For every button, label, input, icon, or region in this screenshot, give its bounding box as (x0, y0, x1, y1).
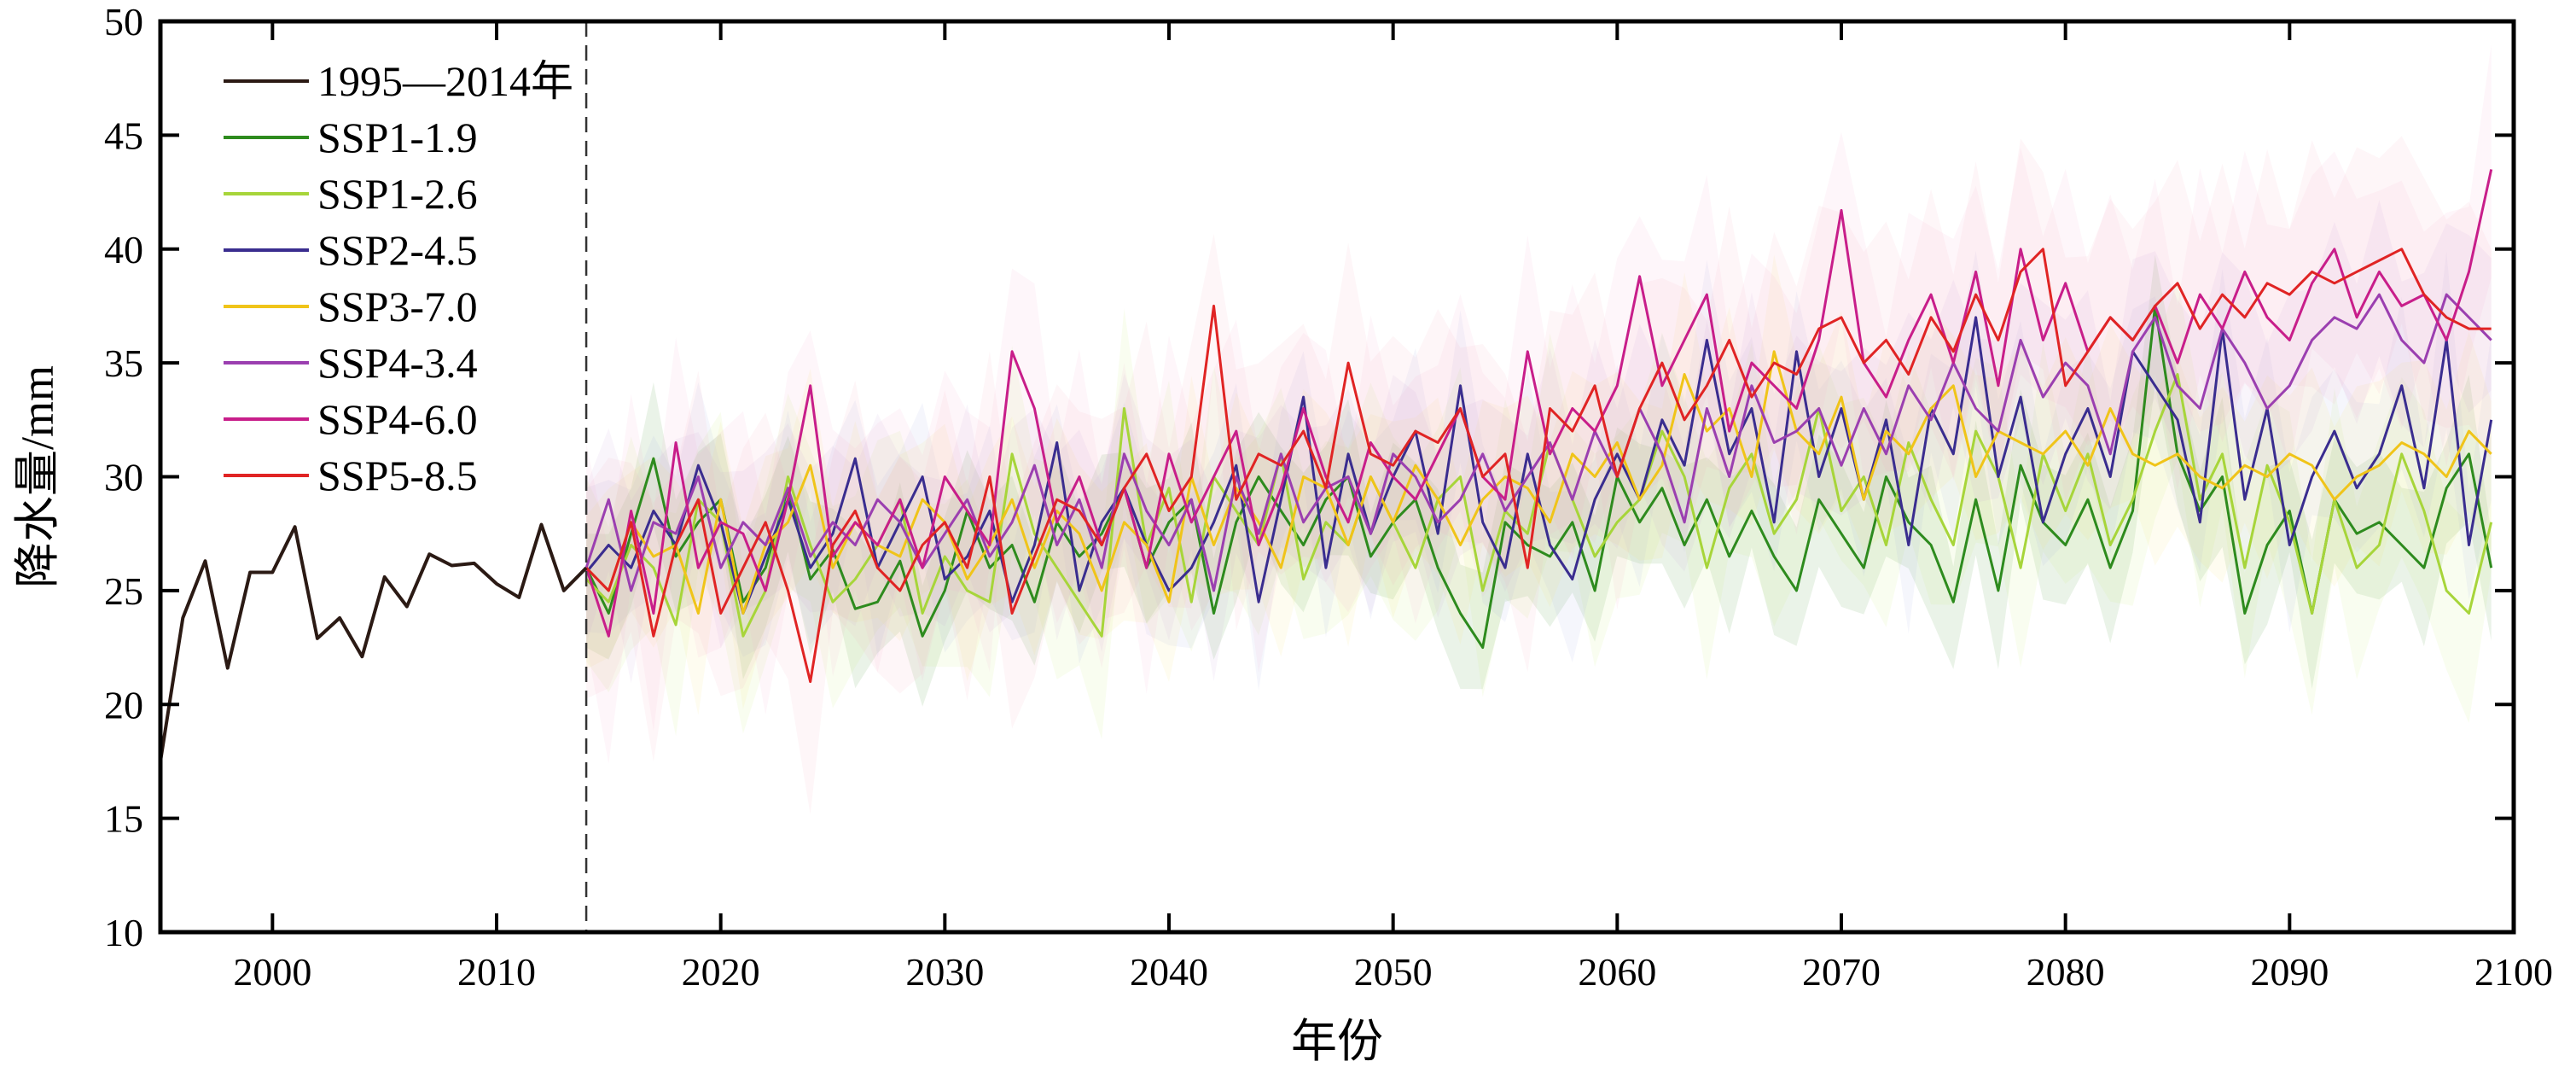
x-tick-label: 2070 (1802, 950, 1881, 994)
x-tick-label: 2050 (1354, 950, 1433, 994)
y-tick-label: 20 (104, 683, 143, 726)
uncertainty-band (586, 254, 2492, 707)
x-tick-label: 2040 (1130, 950, 1208, 994)
series-lines (159, 169, 2493, 762)
uncertainty-band (586, 136, 2492, 815)
uncertainty-band (586, 279, 2492, 740)
legend-label: SSP4-3.4 (317, 339, 478, 387)
legend: 1995—2014年 SSP1-1.9 SSP1-2.6 SSP2-4.5 SSP3-7… (224, 57, 573, 499)
x-axis: 2000 2010 2020 2030 2040 2050 2060 2070 2080 2090… (233, 21, 2553, 994)
legend-label: 1995—2014年 (317, 57, 573, 105)
y-tick-label: 35 (104, 341, 143, 385)
y-tick-label: 40 (104, 228, 143, 271)
x-tick-label: 2010 (457, 950, 536, 994)
x-tick-label: 2080 (2026, 950, 2105, 994)
legend-label: SSP1-2.6 (317, 170, 478, 218)
uncertainty-bands (586, 44, 2492, 815)
y-tick-label: 15 (104, 797, 143, 841)
series-line (584, 304, 2493, 650)
x-tick-label: 2000 (233, 950, 311, 994)
x-tick-label: 2100 (2474, 950, 2553, 994)
historical-line (159, 522, 588, 762)
x-tick-label: 2090 (2250, 950, 2329, 994)
y-tick-label: 30 (104, 456, 143, 499)
legend-label: SSP4-6.0 (317, 395, 478, 443)
x-tick-label: 2060 (1578, 950, 1656, 994)
y-axis-title: 降水量/mm (12, 365, 63, 588)
series-line (585, 350, 2492, 615)
y-tick-label: 10 (104, 911, 143, 954)
legend-label: SSP1-1.9 (317, 114, 478, 161)
y-tick-label: 25 (104, 569, 143, 613)
legend-label: SSP2-4.5 (317, 226, 478, 274)
legend-label: SSP5-8.5 (317, 452, 478, 499)
y-tick-label: 50 (104, 0, 143, 44)
x-tick-label: 2030 (905, 950, 984, 994)
uncertainty-band (586, 200, 2492, 684)
x-axis-title: 年份 (1291, 1016, 1383, 1067)
series-line (585, 248, 2492, 684)
series-line (584, 293, 2492, 592)
series-line (584, 169, 2493, 638)
y-axis: 10 15 20 25 30 35 40 45 50 (104, 0, 2514, 954)
legend-label: SSP3-7.0 (317, 283, 478, 330)
y-tick-label: 45 (104, 114, 143, 157)
x-tick-label: 2020 (682, 950, 760, 994)
